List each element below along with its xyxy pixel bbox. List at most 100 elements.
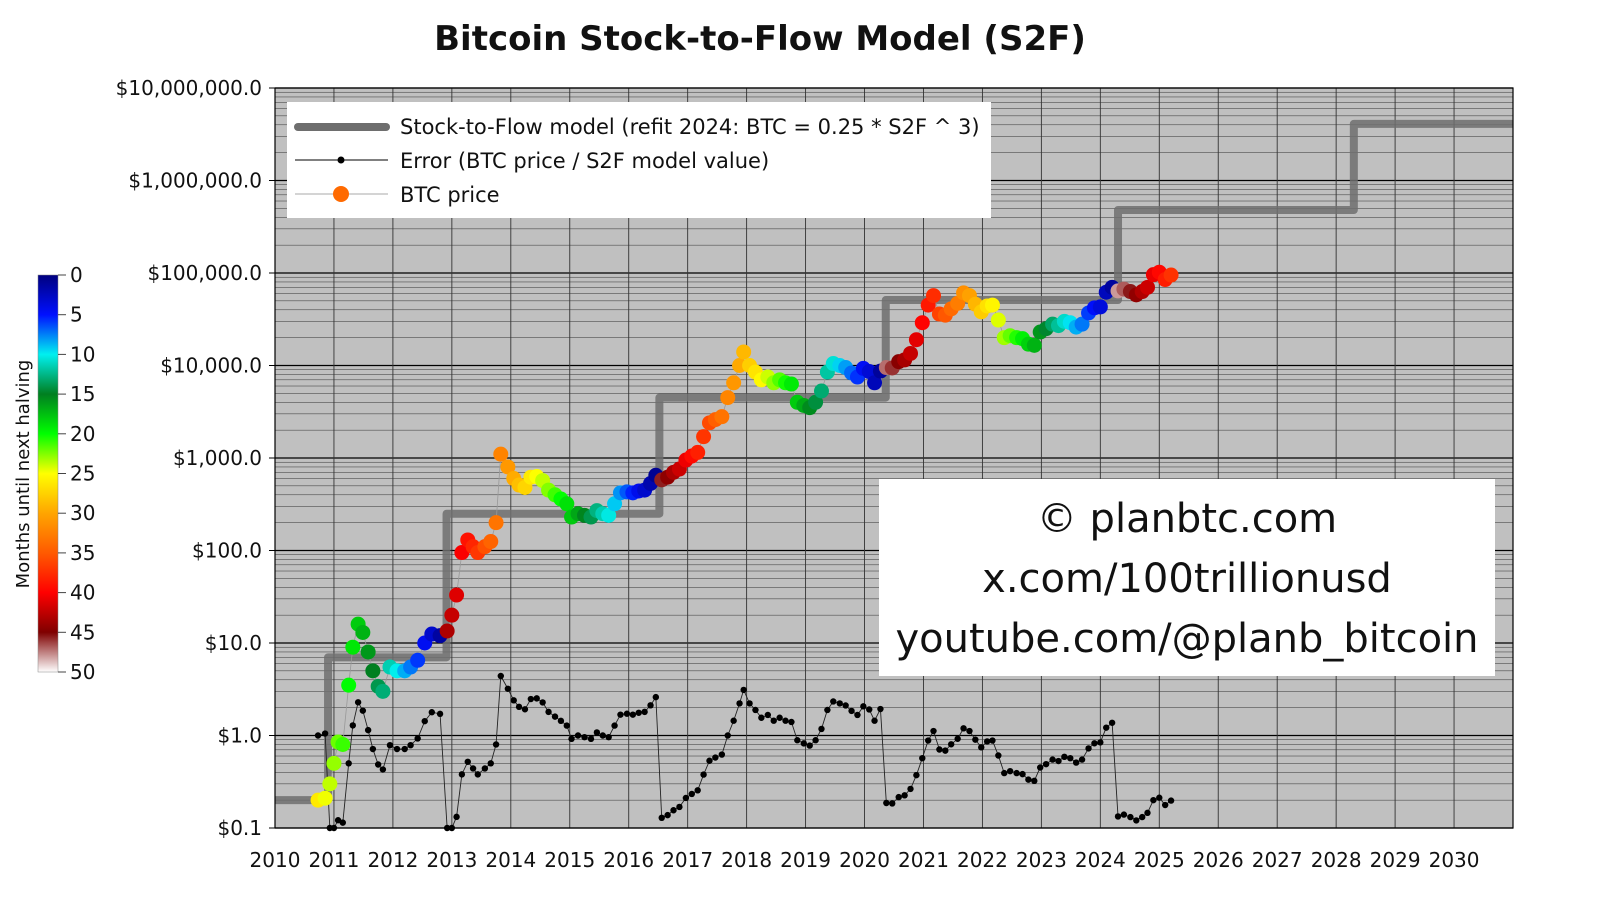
error-point bbox=[1049, 756, 1056, 763]
error-point bbox=[453, 813, 460, 821]
error-point bbox=[712, 754, 719, 761]
x-tick-label: 2012 bbox=[367, 848, 418, 872]
error-point bbox=[1103, 724, 1110, 731]
price-point bbox=[914, 315, 930, 331]
x-tick-label: 2027 bbox=[1252, 848, 1303, 872]
error-point bbox=[706, 757, 713, 764]
price-point bbox=[726, 375, 742, 391]
price-point bbox=[783, 376, 799, 392]
error-point bbox=[407, 741, 414, 749]
price-point bbox=[483, 534, 499, 550]
y-tick-label: $100,000.0 bbox=[147, 261, 262, 285]
error-point bbox=[758, 714, 765, 721]
error-point bbox=[936, 746, 943, 753]
price-point bbox=[444, 607, 460, 623]
colorbar-tick-label: 45 bbox=[70, 620, 95, 644]
error-point bbox=[995, 752, 1002, 759]
y-tick-label: $0.1 bbox=[217, 816, 262, 840]
error-point bbox=[824, 706, 831, 714]
y-tick-label: $10,000,000.0 bbox=[116, 76, 262, 100]
error-point bbox=[364, 726, 372, 734]
x-tick-label: 2028 bbox=[1311, 848, 1362, 872]
price-point bbox=[317, 790, 333, 806]
price-point bbox=[500, 459, 516, 475]
error-point bbox=[842, 702, 849, 709]
colorbar-tick-label: 5 bbox=[70, 303, 83, 327]
colorbar-tick-label: 15 bbox=[70, 382, 95, 406]
error-point bbox=[954, 735, 961, 742]
y-tick-label: $1,000,000.0 bbox=[128, 169, 262, 193]
error-point bbox=[635, 709, 642, 716]
error-point bbox=[730, 717, 737, 724]
error-point bbox=[1061, 753, 1068, 761]
chart-title: Bitcoin Stock-to-Flow Model (S2F) bbox=[434, 19, 1086, 59]
error-point bbox=[770, 717, 777, 724]
price-point bbox=[1074, 316, 1090, 332]
error-point bbox=[1006, 767, 1014, 775]
x-tick-label: 2024 bbox=[1075, 848, 1126, 872]
error-point bbox=[1108, 719, 1116, 726]
legend-error-label: Error (BTC price / S2F model value) bbox=[400, 149, 769, 173]
error-point bbox=[1091, 740, 1098, 747]
x-tick-label: 2020 bbox=[839, 848, 890, 872]
price-point bbox=[903, 345, 919, 361]
error-point bbox=[688, 790, 695, 798]
price-point bbox=[410, 652, 426, 668]
error-point bbox=[574, 732, 582, 739]
colorbar-tick-label: 50 bbox=[70, 660, 95, 684]
error-point bbox=[464, 758, 471, 765]
legend-error-marker bbox=[337, 156, 345, 164]
error-point bbox=[983, 738, 991, 745]
price-point bbox=[867, 375, 883, 391]
colorbar-gradient bbox=[37, 274, 59, 673]
legend-price-label: BTC price bbox=[400, 183, 500, 207]
price-point bbox=[908, 332, 924, 348]
error-point bbox=[877, 705, 884, 713]
error-point bbox=[1150, 796, 1157, 804]
legend: Stock-to-Flow model (refit 2024: BTC = 0… bbox=[287, 102, 991, 218]
error-point bbox=[641, 708, 648, 716]
error-point bbox=[1156, 794, 1163, 801]
error-point bbox=[972, 736, 979, 743]
error-point bbox=[694, 787, 701, 794]
colorbar-tick-label: 40 bbox=[70, 581, 95, 605]
error-point bbox=[1097, 739, 1104, 746]
error-point bbox=[563, 722, 571, 729]
price-point bbox=[984, 297, 1000, 313]
price-point bbox=[322, 776, 338, 792]
error-point bbox=[740, 686, 747, 694]
error-point bbox=[1031, 777, 1038, 785]
x-tick-label: 2014 bbox=[485, 848, 536, 872]
colorbar-tick-label: 25 bbox=[70, 462, 95, 486]
price-point bbox=[341, 677, 357, 693]
x-tick-label: 2011 bbox=[308, 848, 359, 872]
error-point bbox=[428, 709, 436, 716]
error-point bbox=[623, 710, 631, 717]
error-point bbox=[670, 807, 677, 814]
price-point bbox=[813, 383, 829, 399]
x-tick-label: 2019 bbox=[780, 848, 831, 872]
error-point bbox=[510, 697, 517, 704]
price-point bbox=[736, 344, 752, 360]
error-point bbox=[1167, 797, 1175, 804]
error-point bbox=[345, 760, 352, 767]
x-tick-label: 2016 bbox=[603, 848, 654, 872]
error-point bbox=[664, 811, 671, 819]
error-point bbox=[947, 741, 955, 748]
price-point bbox=[808, 394, 824, 410]
price-point bbox=[990, 312, 1006, 328]
error-point bbox=[1019, 770, 1026, 778]
error-point bbox=[658, 814, 665, 822]
x-tick-label: 2029 bbox=[1370, 848, 1421, 872]
error-point bbox=[854, 711, 861, 719]
error-point bbox=[752, 706, 759, 714]
error-point bbox=[746, 700, 753, 707]
error-point bbox=[907, 785, 914, 793]
error-point bbox=[1127, 813, 1134, 821]
price-point bbox=[1139, 279, 1155, 295]
error-point bbox=[1078, 756, 1086, 763]
error-point bbox=[474, 771, 481, 778]
error-point bbox=[836, 700, 843, 707]
error-point bbox=[700, 771, 707, 778]
error-point bbox=[414, 735, 421, 742]
